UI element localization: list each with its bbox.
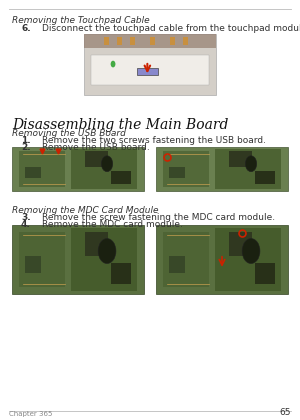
Text: Disconnect the touchpad cable from the touchpad module as shown.: Disconnect the touchpad cable from the t… [42,24,300,32]
Bar [169,167,185,178]
Bar [104,37,109,45]
Bar [169,256,185,273]
Bar [12,147,144,191]
Bar [229,231,252,256]
Bar [19,152,65,186]
Text: Chapter 365: Chapter 365 [9,411,52,417]
Text: 65: 65 [280,408,291,417]
Circle shape [101,156,113,172]
Text: Removing the Touchpad Cable: Removing the Touchpad Cable [12,16,150,25]
Bar [156,147,288,191]
Bar [170,37,175,45]
Bar [215,149,281,189]
Bar [163,152,209,186]
Text: 2.: 2. [21,143,31,152]
Circle shape [242,239,260,263]
Bar [19,231,65,287]
Text: Removing the MDC Card Module: Removing the MDC Card Module [12,206,158,215]
Bar [84,34,216,47]
Text: Remove the two screws fastening the USB board.: Remove the two screws fastening the USB … [42,136,266,145]
Circle shape [245,156,257,172]
Text: 6.: 6. [21,24,31,32]
Bar [183,37,188,45]
Bar [25,256,41,273]
Bar [117,37,122,45]
Text: 4.: 4. [21,220,31,229]
Bar [85,152,108,167]
Bar [215,228,281,291]
Bar [71,149,137,189]
Bar [71,228,137,291]
Text: Remove the USB board.: Remove the USB board. [42,143,150,152]
Text: Remove the screw fastening the MDC card module.: Remove the screw fastening the MDC card … [42,213,275,222]
Bar [137,68,158,75]
Bar [84,34,216,94]
Bar [111,263,131,284]
Bar [229,152,252,167]
Bar [163,231,209,287]
Text: Removing the USB Board: Removing the USB Board [12,129,126,137]
Circle shape [111,60,116,67]
Text: 1.: 1. [21,136,31,145]
Circle shape [98,239,116,263]
Bar [12,225,144,294]
Bar [156,225,288,294]
Bar [255,171,275,184]
Bar [111,171,131,184]
Bar [91,55,209,85]
Bar [255,263,275,284]
Text: 3.: 3. [21,213,31,222]
Text: Remove the MDC card module.: Remove the MDC card module. [42,220,183,229]
Text: Disassembling the Main Board: Disassembling the Main Board [12,118,228,131]
Bar [130,37,136,45]
Bar [85,231,108,256]
Bar [25,167,41,178]
Bar [150,37,155,45]
